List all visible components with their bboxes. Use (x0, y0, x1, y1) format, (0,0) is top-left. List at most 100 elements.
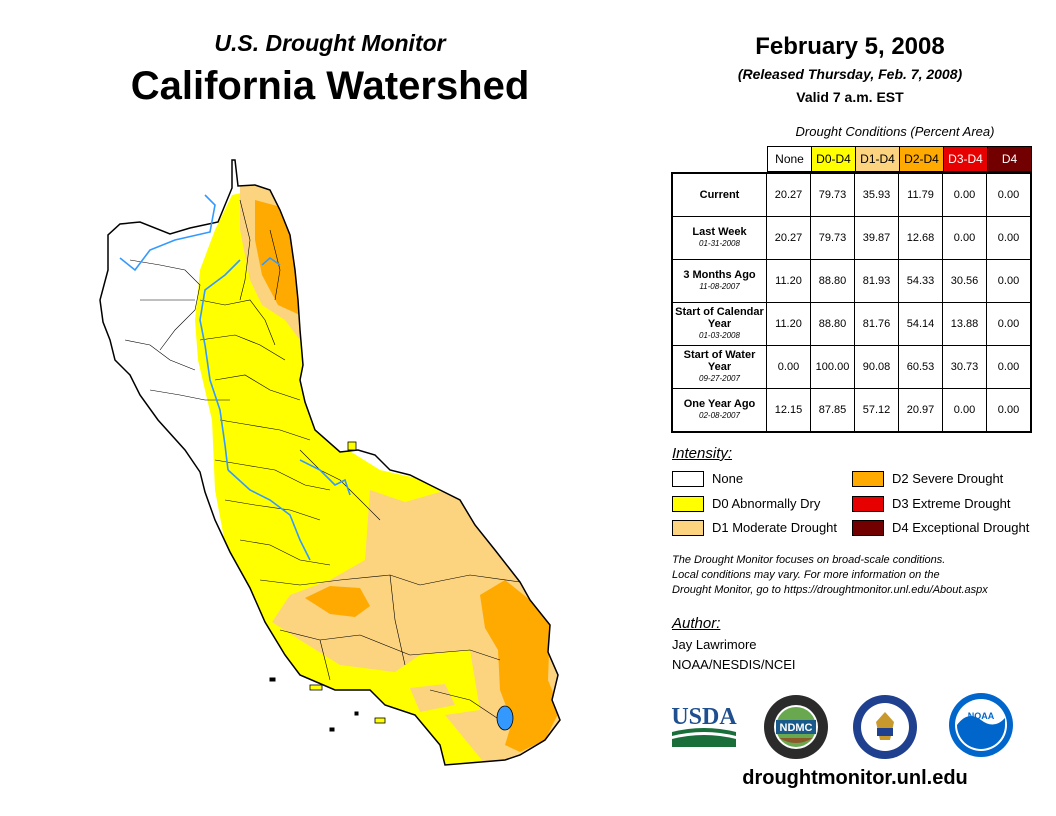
table-cell: 90.08 (854, 345, 899, 389)
table-cell: 54.14 (898, 302, 943, 346)
row-label: 3 Months Ago 11-08-2007 (671, 259, 767, 303)
legend-label: D1 Moderate Drought (712, 520, 838, 535)
table-row: One Year Ago 02-08-2007 12.15 87.85 57.12… (671, 388, 1032, 433)
table-cell: 11.79 (898, 172, 943, 217)
valid-time: Valid 7 a.m. EST (796, 89, 904, 105)
map-date: February 5, 2008 (755, 33, 945, 60)
row-label: One Year Ago 02-08-2007 (671, 388, 767, 433)
column-header-none: None (767, 146, 812, 172)
legend-label: D3 Extreme Drought (892, 496, 1011, 511)
d1-region (410, 684, 455, 712)
table-cell: 0.00 (942, 388, 987, 433)
table-cell: 0.00 (986, 345, 1032, 389)
lake-tahoe (347, 441, 357, 451)
table-cell: 81.76 (854, 302, 899, 346)
column-header-d1-d4: D1-D4 (855, 146, 900, 172)
table-cell: 35.93 (854, 172, 899, 217)
table-cell: 11.20 (766, 302, 811, 346)
author-name: Jay Lawrimore (672, 637, 757, 652)
row-date: 09-27-2007 (699, 374, 740, 383)
usda-logo: USDA (671, 704, 737, 747)
watershed-boundaries (124, 199, 521, 721)
table-cell: 57.12 (854, 388, 899, 433)
table-cell: 12.68 (898, 216, 943, 260)
table-cell: 0.00 (942, 216, 987, 260)
salton-sea (496, 705, 514, 731)
commerce-seal-logo (853, 695, 917, 759)
row-date: 02-08-2007 (699, 411, 740, 420)
map-subtitle: U.S. Drought Monitor (214, 30, 446, 56)
table-cell: 0.00 (986, 388, 1032, 433)
note-line: Drought Monitor, go to https://droughtmo… (672, 584, 988, 596)
row-date: 01-03-2008 (699, 331, 740, 340)
author-label: Author: (672, 615, 721, 632)
note-line: The Drought Monitor focuses on broad-sca… (672, 554, 946, 566)
row-label: Start of Water Year 09-27-2007 (671, 345, 767, 389)
map-title: California Watershed (130, 64, 530, 108)
table-cell: 39.87 (854, 216, 899, 260)
table-cell: 12.15 (766, 388, 811, 433)
column-header-d0-d4: D0-D4 (811, 146, 856, 172)
legend-swatch (852, 496, 884, 512)
table-cell: 0.00 (942, 172, 987, 217)
legend-label: D0 Abnormally Dry (712, 496, 821, 511)
noaa-logo: NOAA (949, 693, 1013, 757)
table-cell: 13.88 (942, 302, 987, 346)
legend-swatch (672, 496, 704, 512)
d2-region (305, 586, 370, 617)
california-outline (99, 159, 561, 766)
table-cell: 0.00 (986, 216, 1032, 260)
legend-title: Intensity: (672, 445, 733, 462)
islands (269, 677, 386, 732)
table-row: 3 Months Ago 11-08-2007 11.20 88.80 81.93… (671, 259, 1032, 303)
rivers (119, 194, 351, 561)
table-cell: 20.27 (766, 172, 811, 217)
legend-swatch (672, 520, 704, 536)
legend-swatch (852, 520, 884, 536)
table-cell: 88.80 (810, 302, 855, 346)
table-cell: 11.20 (766, 259, 811, 303)
table-cell: 54.33 (898, 259, 943, 303)
row-label: Start of Calendar Year 01-03-2008 (671, 302, 767, 346)
legend-label: D2 Severe Drought (892, 471, 1004, 486)
table-cell: 79.73 (810, 172, 855, 217)
legend-swatch (852, 471, 884, 487)
drought-table: Current 20.27 79.73 35.93 11.79 0.00 0.0… (671, 172, 1032, 433)
d2-region (480, 580, 560, 752)
table-cell: 79.73 (810, 216, 855, 260)
row-label: Last Week 01-31-2008 (671, 216, 767, 260)
ndmc-logo: NDMC (764, 695, 828, 759)
table-cell: 100.00 (810, 345, 855, 389)
table-row: Last Week 01-31-2008 20.27 79.73 39.87 12… (671, 216, 1032, 260)
row-date: 01-31-2008 (699, 239, 740, 248)
table-cell: 87.85 (810, 388, 855, 433)
table-cell: 30.73 (942, 345, 987, 389)
table-cell: 88.80 (810, 259, 855, 303)
drought-map (99, 159, 561, 766)
table-cell: 81.93 (854, 259, 899, 303)
disclaimer-note: The Drought Monitor focuses on broad-sca… (672, 553, 1042, 598)
column-header-d2-d4: D2-D4 (899, 146, 944, 172)
table-cell: 20.97 (898, 388, 943, 433)
legend-swatch (672, 471, 704, 487)
table-row: Current 20.27 79.73 35.93 11.79 0.00 0.0… (671, 172, 1032, 217)
legend-label: D4 Exceptional Drought (892, 520, 1030, 535)
row-date: 11-08-2007 (699, 282, 740, 291)
table-cell: 60.53 (898, 345, 943, 389)
ndmc-logo-text: NDMC (780, 722, 813, 734)
legend-label: None (712, 471, 744, 486)
table-row: Start of Water Year 09-27-2007 0.00 100.0… (671, 345, 1032, 389)
usda-logo-text: USDA (671, 704, 737, 730)
table-cell: 0.00 (986, 302, 1032, 346)
noaa-logo-text: NOAA (968, 711, 995, 721)
d1-region (272, 490, 560, 765)
table-cell: 30.56 (942, 259, 987, 303)
row-label: Current (671, 172, 767, 217)
drought-table-header: None D0-D4 D1-D4 D2-D4 D3-D4 D4 (767, 146, 1032, 172)
column-header-d4: D4 (987, 146, 1032, 172)
table-cell: 0.00 (766, 345, 811, 389)
table-cell: 0.00 (986, 259, 1032, 303)
website-link[interactable]: droughtmonitor.unl.edu (742, 767, 968, 789)
note-line: Local conditions may vary. For more info… (672, 569, 940, 581)
release-date: (Released Thursday, Feb. 7, 2008) (737, 66, 963, 82)
